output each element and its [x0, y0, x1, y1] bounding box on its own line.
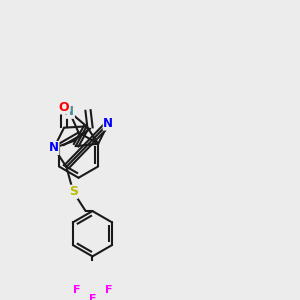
Text: F: F — [89, 294, 96, 300]
Text: S: S — [69, 185, 78, 198]
Text: N: N — [49, 142, 59, 154]
Text: F: F — [105, 285, 112, 296]
Text: H: H — [61, 101, 69, 112]
Text: N: N — [103, 117, 113, 130]
Text: N: N — [64, 105, 74, 118]
Text: F: F — [73, 285, 80, 296]
Text: O: O — [59, 101, 69, 114]
